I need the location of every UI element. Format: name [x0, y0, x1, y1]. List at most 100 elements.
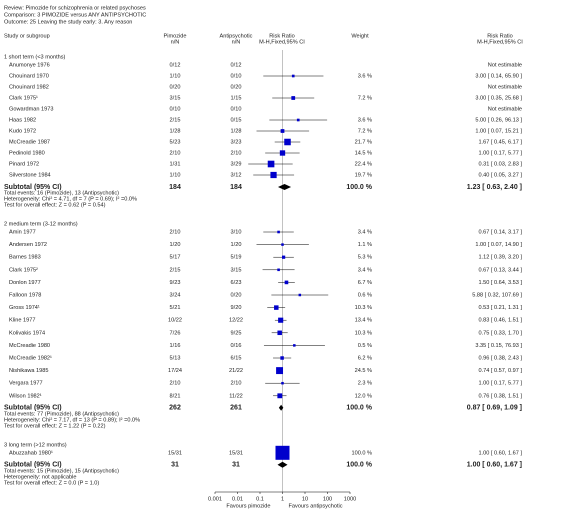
pimozide-events: 9/23	[170, 280, 181, 286]
pimozide-events: 2/10	[170, 381, 181, 387]
weight: 12.0 %	[355, 393, 372, 399]
column-title: Risk Ratio	[487, 33, 513, 39]
antipsychotic-events: 3/15	[231, 267, 242, 273]
favours-right: Favours antipsychotic	[289, 503, 343, 509]
risk-ratio: 1.67 [ 0.45, 6.17 ]	[478, 139, 522, 145]
pimozide-events: 2/15	[170, 267, 181, 273]
risk-ratio: 0.67 [ 0.14, 3.17 ]	[478, 229, 522, 235]
study-name: Kudo 1972	[9, 128, 36, 134]
pimozide-events: 5/17	[170, 255, 181, 261]
risk-ratio: 0.40 [ 0.05, 3.27 ]	[478, 172, 522, 178]
risk-ratio: 5.88 [ 0.32, 107.69 ]	[472, 292, 522, 298]
risk-ratio: 0.74 [ 0.57, 0.97 ]	[478, 368, 522, 374]
note: Total events: 16 (Pimozide), 13 (Antipsy…	[4, 190, 119, 196]
antipsychotic-events: 0/20	[231, 84, 242, 90]
study-name: McCreadie 1980	[9, 343, 50, 349]
study-name: Chouinard 1970	[9, 73, 49, 79]
weight: 3.6 %	[358, 73, 372, 79]
pimozide-events: 7/26	[170, 330, 181, 336]
note: Total events: 15 (Pimozide), 15 (Antipsy…	[4, 468, 119, 474]
effect-square	[281, 243, 284, 246]
effect-square	[291, 74, 295, 78]
study-name: Clark 1975¹	[9, 95, 38, 101]
subtotal-weight: 100.0 %	[346, 462, 372, 469]
effect-square	[281, 381, 284, 385]
antipsychotic-events: 21/22	[229, 368, 243, 374]
study-name: Barnes 1983	[9, 255, 41, 261]
weight: 3.4 %	[358, 267, 372, 273]
study-name: Wilson 1982¹	[9, 393, 42, 399]
pimozide-events: 1/16	[170, 343, 181, 349]
subtotal-antipsychotic: 184	[230, 184, 242, 191]
group-label: 2 medium term (3-12 months)	[4, 221, 78, 227]
note: Test for overall effect: Z = 1.22 (P = 0…	[4, 423, 106, 429]
effect-square	[291, 96, 296, 100]
note: Heterogeneity: not applicable	[4, 474, 76, 480]
antipsychotic-events: 6/15	[231, 355, 242, 361]
subtotal-risk-ratio: 0.87 [ 0.69, 1.09 ]	[467, 405, 522, 412]
risk-ratio: 0.96 [ 0.38, 2.43 ]	[478, 355, 522, 361]
weight: 7.2 %	[358, 95, 372, 101]
risk-ratio: 1.00 [ 0.17, 5.77 ]	[478, 381, 522, 387]
antipsychotic-events: 3/29	[231, 161, 242, 167]
column-subtitle: n/N	[171, 39, 180, 45]
subtotal-risk-ratio: 1.00 [ 0.60, 1.67 ]	[467, 462, 522, 469]
risk-ratio: 0.75 [ 0.33, 1.70 ]	[478, 330, 522, 336]
effect-square	[284, 280, 289, 285]
pimozide-events: 8/21	[170, 393, 181, 399]
group-label: 1 short term (<3 months)	[4, 54, 66, 60]
study-name: Kline 1977	[9, 318, 35, 324]
column-title: Pimozide	[163, 33, 186, 39]
risk-ratio: 3.00 [ 0.14, 65.90 ]	[475, 73, 522, 79]
weight: 3.4 %	[358, 229, 372, 235]
x-tick-label: 100	[323, 496, 332, 502]
risk-ratio: 1.50 [ 0.64, 3.53 ]	[478, 280, 522, 286]
pimozide-events: 0/20	[170, 84, 181, 90]
antipsychotic-events: 6/23	[231, 280, 242, 286]
note: Heterogeneity: Chi² = 4.71, df = 7 (P = …	[4, 196, 137, 202]
weight: 14.5 %	[355, 150, 372, 156]
subtotal-pimozide: 31	[171, 462, 179, 469]
effect-square	[267, 160, 275, 168]
x-tick-label: 10	[302, 496, 308, 502]
risk-ratio: 3.35 [ 0.15, 76.93 ]	[475, 343, 522, 349]
risk-ratio: 5.00 [ 0.26, 96.13 ]	[475, 117, 522, 123]
weight: 3.6 %	[358, 117, 372, 123]
antipsychotic-events: 1/20	[231, 242, 242, 248]
subtotal-antipsychotic: 261	[230, 405, 242, 412]
weight: 6.7 %	[358, 280, 372, 286]
weight: 22.4 %	[355, 161, 372, 167]
column-title: Weight	[351, 33, 369, 39]
column-title: Study or subgroup	[4, 33, 50, 39]
pimozide-events: 1/10	[170, 73, 181, 79]
weight: 10.3 %	[355, 330, 372, 336]
weight: 6.2 %	[358, 355, 372, 361]
pimozide-events: 3/24	[170, 292, 181, 298]
effect-square	[293, 344, 296, 347]
study-name: Abuzzahab 1980¹	[9, 450, 53, 456]
risk-ratio: 1.00 [ 0.07, 14.90 ]	[475, 242, 522, 248]
risk-ratio: 0.31 [ 0.03, 2.83 ]	[478, 161, 522, 167]
subtotal-diamond	[278, 404, 284, 411]
comparison: Comparison: 3 PIMOZIDE versus ANY ANTIPS…	[4, 12, 146, 18]
risk-ratio: 1.00 [ 0.07, 15.21 ]	[475, 128, 522, 134]
weight: 19.7 %	[355, 172, 372, 178]
study-name: Gross 1974¹	[9, 305, 40, 311]
study-name: Pedinold 1980	[9, 150, 45, 156]
column-subtitle: M-H,Fixed,95% CI	[259, 39, 305, 45]
weight: 24.5 %	[355, 368, 372, 374]
risk-ratio: 3.00 [ 0.35, 25.68 ]	[475, 95, 522, 101]
pimozide-events: 5/13	[170, 355, 181, 361]
antipsychotic-events: 9/25	[231, 330, 242, 336]
study-name: McCreadie 1987	[9, 139, 50, 145]
pimozide-events: 0/10	[170, 106, 181, 112]
pimozide-events: 1/10	[170, 172, 181, 178]
subtotal-weight: 100.0 %	[346, 184, 372, 191]
subtotal-label: Subtotal (95% CI)	[4, 405, 62, 412]
study-name: Andersen 1972	[9, 242, 47, 248]
weight: 0.6 %	[358, 292, 372, 298]
pimozide-events: 1/31	[170, 161, 181, 167]
pimozide-events: 5/21	[170, 305, 181, 311]
antipsychotic-events: 15/31	[229, 450, 243, 456]
study-name: Nishikawa 1985	[9, 368, 49, 374]
